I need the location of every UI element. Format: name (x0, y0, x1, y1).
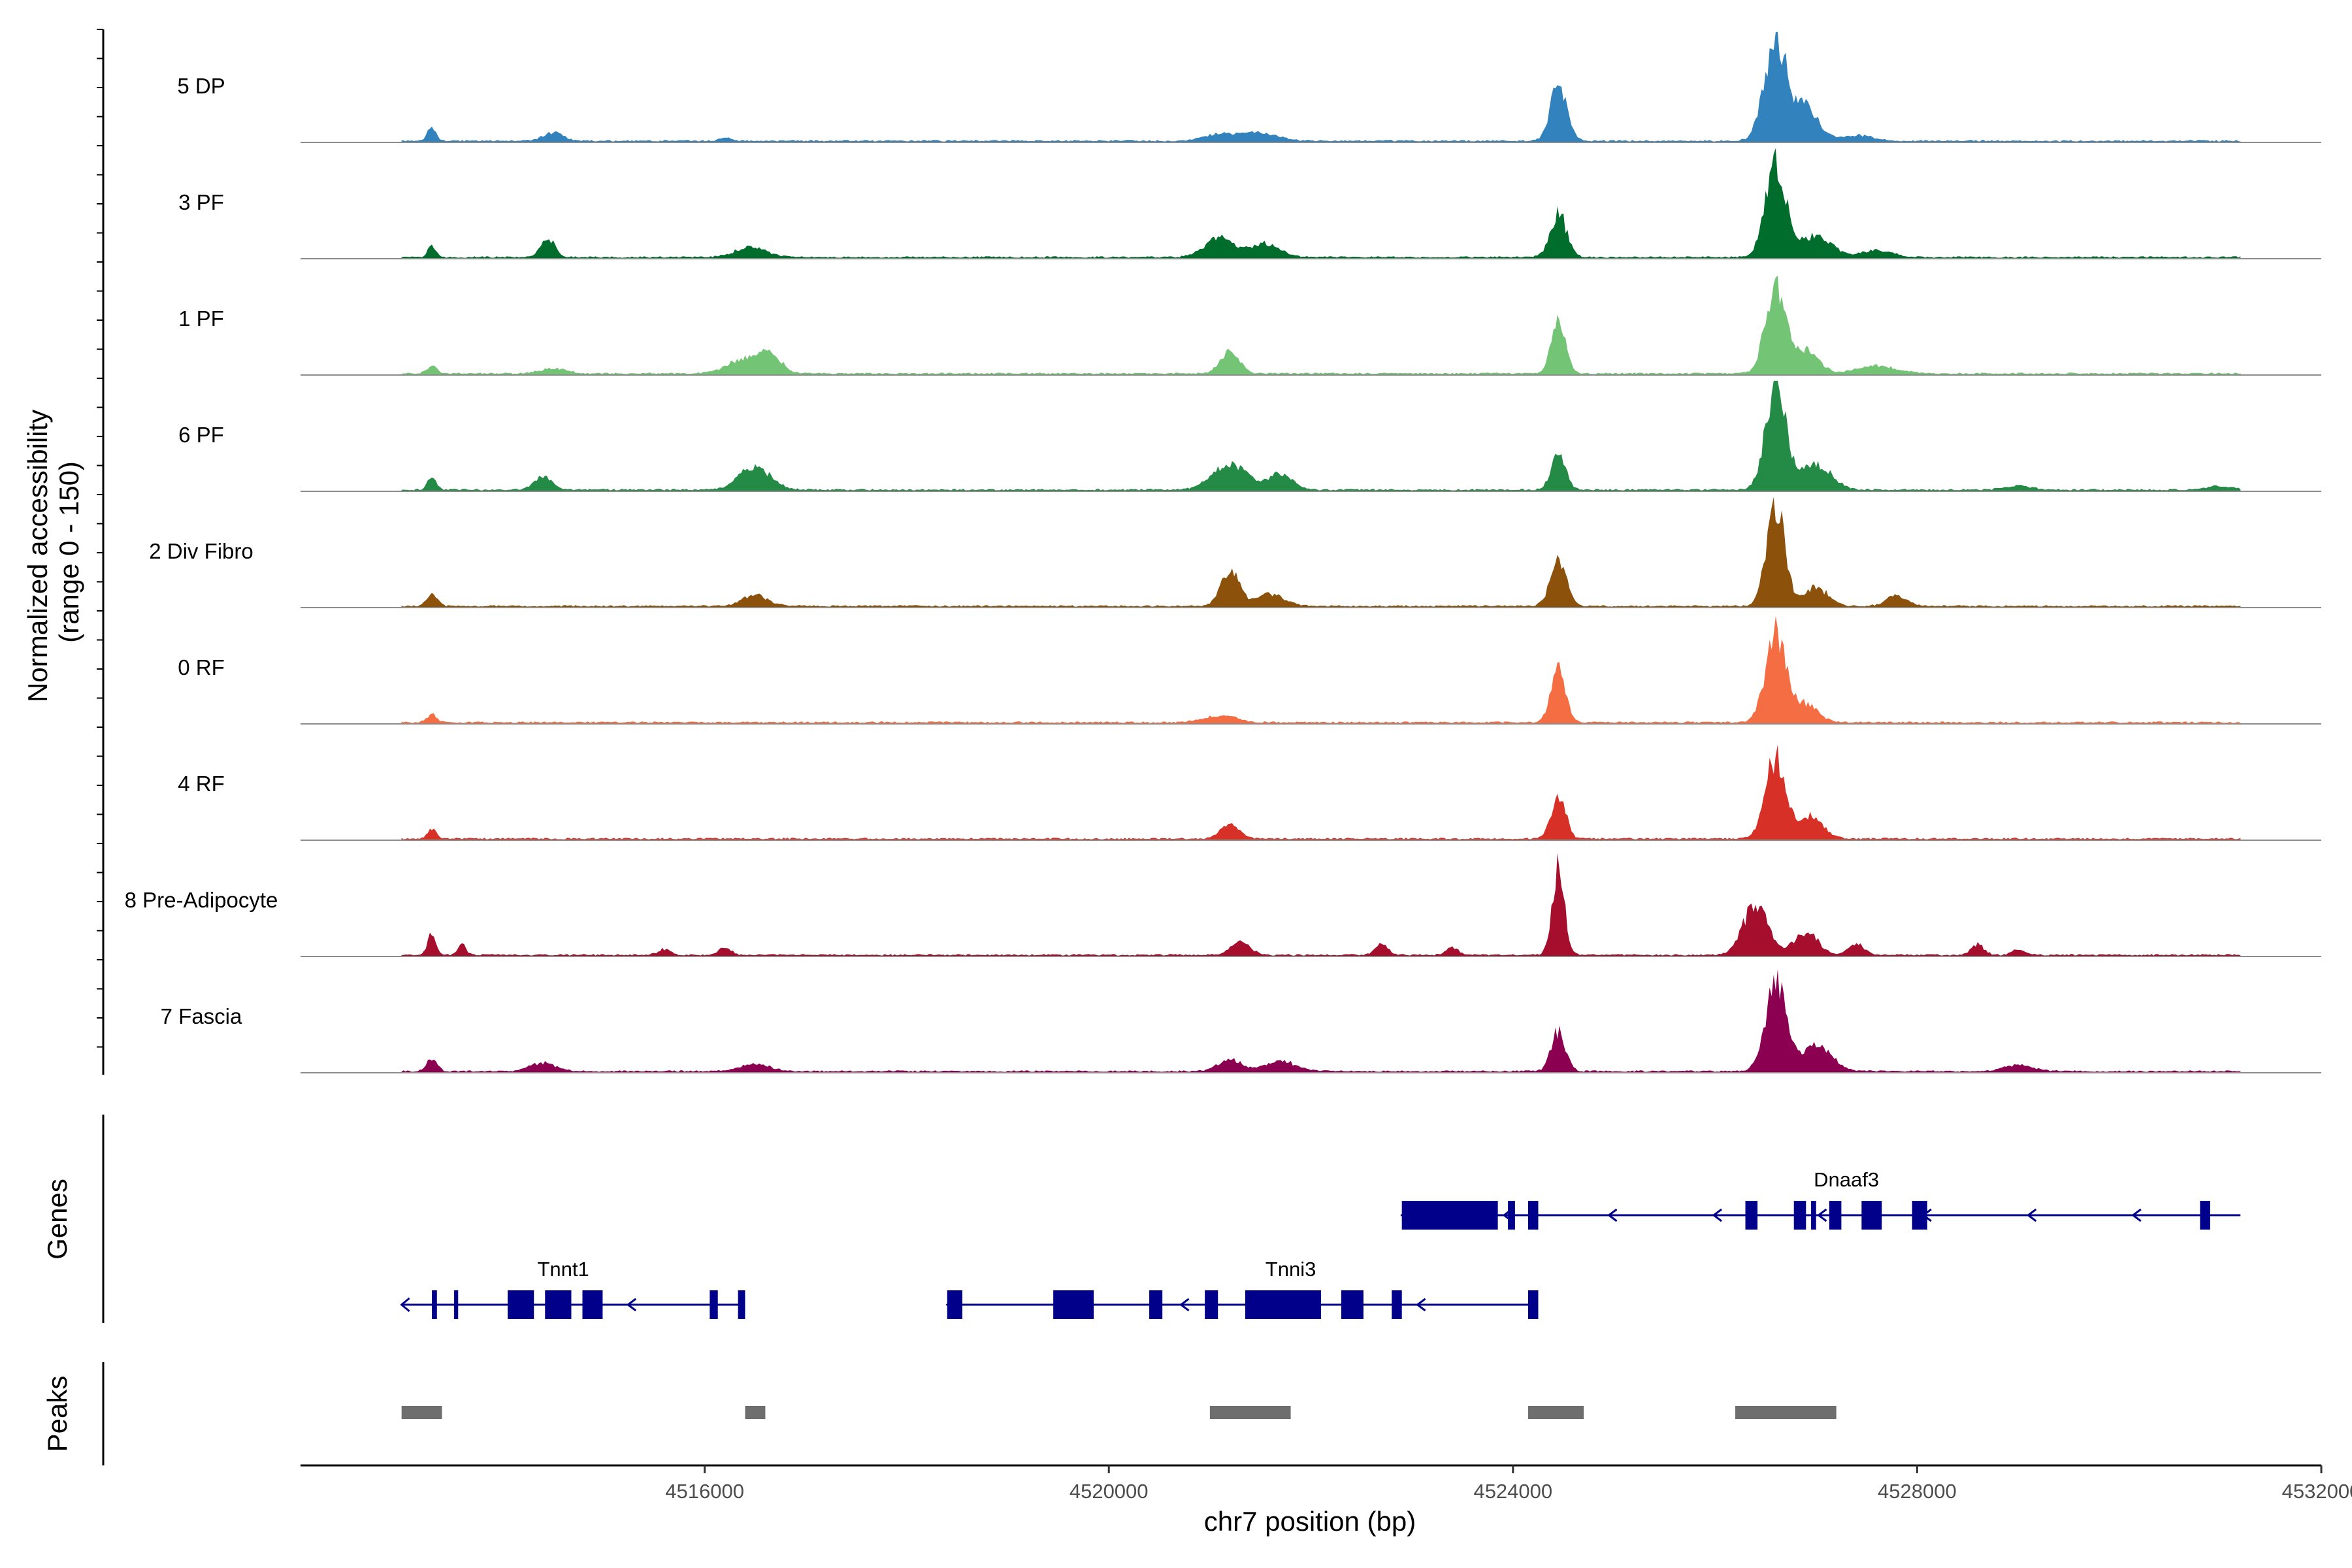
track-label: 8 Pre-Adipocyte (125, 888, 278, 912)
strand-chevron (1416, 1298, 1426, 1312)
gene-tnni3: Tnni3 (945, 1258, 1539, 1319)
left-panel-axes (97, 29, 105, 1465)
track-label: 0 RF (178, 655, 225, 679)
coverage-area (401, 380, 2241, 491)
track-label: 4 RF (178, 772, 225, 796)
gene-label: Tnni3 (1266, 1258, 1316, 1281)
peak-regions (401, 1406, 1837, 1419)
gene-exon (1861, 1201, 1882, 1230)
coverage-area (401, 744, 2241, 840)
coverage-area (401, 148, 2241, 259)
track-3-pf: 3 PF (178, 148, 2321, 259)
track-7-fascia: 7 Fascia (161, 969, 2321, 1073)
strand-chevron (400, 1297, 410, 1313)
y-axis-title: Normalized accessibility (range 0 - 150) (22, 402, 84, 702)
strand-chevron (1816, 1208, 1827, 1222)
gene-tnnt1: Tnnt1 (400, 1258, 745, 1319)
gene-exon (1245, 1290, 1321, 1319)
x-tick-label: 4532000 (2282, 1480, 2352, 1503)
gene-exon (1912, 1201, 1927, 1230)
gene-exon (738, 1290, 745, 1319)
track-label: 2 Div Fibro (149, 539, 253, 563)
gene-exon (1793, 1201, 1806, 1230)
coverage-area (401, 969, 2241, 1073)
gene-exon (1341, 1290, 1364, 1319)
gene-exon (947, 1290, 962, 1319)
coverage-area (401, 853, 2241, 956)
gene-dnaaf3: Dnaaf3 (1400, 1168, 2241, 1230)
gene-exon (1392, 1290, 1402, 1319)
coverage-area (401, 615, 2241, 724)
strand-chevron (1179, 1298, 1190, 1312)
gene-exon (1205, 1290, 1218, 1319)
x-tick-label: 4520000 (1070, 1480, 1149, 1503)
gene-exon (1149, 1290, 1163, 1319)
gene-label: Dnaaf3 (1814, 1168, 1879, 1191)
gene-exon (454, 1290, 459, 1319)
gene-models: Dnaaf3 Tnnt1 Tnni3 (400, 1168, 2241, 1319)
track-8-pre-adipocyte: 8 Pre-Adipocyte (125, 853, 2321, 957)
peak-region (1527, 1406, 1584, 1419)
track-label: 1 PF (178, 306, 224, 331)
gene-exon (1745, 1201, 1758, 1230)
coverage-tracks: 5 DP 3 PF 1 PF 6 PF 2 Div Fibro 0 RF 4 RF 8 Pre… (125, 31, 2321, 1073)
peak-region (401, 1406, 442, 1419)
x-axis: 4516000 4520000 4524000 4528000 4532000 (301, 1464, 2352, 1503)
track-label: 7 Fascia (161, 1004, 242, 1028)
track-6-pf: 6 PF (178, 380, 2321, 492)
strand-chevron (2131, 1208, 2142, 1222)
track-0-rf: 0 RF (178, 615, 2321, 725)
gene-exon (1829, 1201, 1842, 1230)
left-axis-ticks (97, 29, 103, 1048)
genes-panel-title: Genes (42, 1179, 73, 1260)
track-label: 6 PF (178, 423, 224, 447)
strand-chevron (2026, 1208, 2037, 1222)
track-label: 5 DP (177, 74, 225, 98)
coverage-area (401, 31, 2241, 143)
gene-exon (710, 1290, 718, 1319)
x-tick-label: 4516000 (665, 1480, 744, 1503)
track-label: 3 PF (178, 190, 224, 214)
gene-exon (1053, 1290, 1094, 1319)
strand-chevron (1712, 1208, 1722, 1222)
gene-exon (2200, 1201, 2210, 1230)
peaks-panel-title: Peaks (42, 1376, 73, 1452)
peak-region (1209, 1406, 1291, 1419)
track-2-div-fibro: 2 Div Fibro (149, 497, 2321, 608)
x-tick-label: 4528000 (1878, 1480, 1957, 1503)
gene-exon (1508, 1201, 1515, 1230)
coverage-area (401, 497, 2241, 608)
peak-region (1735, 1406, 1837, 1419)
gene-exon (545, 1290, 572, 1319)
track-1-pf: 1 PF (178, 276, 2321, 376)
track-4-rf: 4 RF (178, 744, 2321, 841)
gene-exon (1527, 1290, 1539, 1319)
coverage-area (401, 276, 2241, 375)
strand-chevron (1607, 1208, 1618, 1222)
x-tick-label: 4524000 (1473, 1480, 1552, 1503)
peak-region (745, 1406, 766, 1419)
gene-label: Tnnt1 (537, 1258, 589, 1281)
gene-exon (508, 1290, 534, 1319)
strand-chevron (626, 1298, 637, 1312)
gene-exon (1401, 1201, 1498, 1230)
track-5-dp: 5 DP (177, 31, 2321, 143)
gene-exon (432, 1290, 437, 1319)
gene-exon (1811, 1201, 1816, 1230)
x-axis-title: chr7 position (bp) (1204, 1506, 1416, 1537)
gene-exon (582, 1290, 603, 1319)
gene-exon (1527, 1201, 1539, 1230)
